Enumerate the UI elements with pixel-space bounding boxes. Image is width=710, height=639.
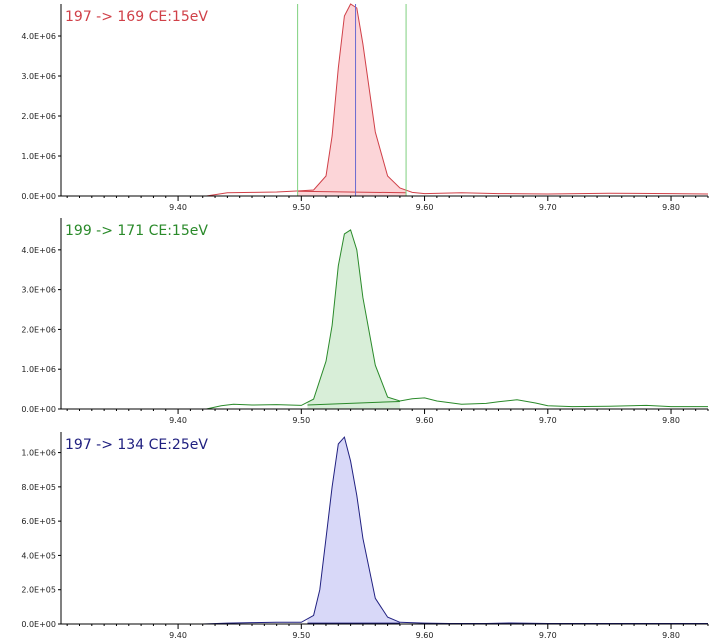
integration-baseline — [307, 400, 400, 406]
trace-line — [206, 229, 708, 410]
y-tick-label: 2.0E+05 — [21, 586, 56, 595]
x-tick-label: 9.40 — [169, 416, 187, 425]
y-tick-label: 1.0E+06 — [21, 449, 56, 458]
y-tick-label: 8.0E+05 — [21, 483, 56, 492]
chart-panel-1: 9.40 9.50 9.60 9.70 9.80 0.0E+00 1.0E+06 2.0E+0… — [21, 3, 709, 212]
y-tick-label: 3.0E+06 — [21, 286, 56, 295]
peak-area-fill — [307, 229, 400, 409]
x-tick-label: 9.60 — [416, 631, 434, 639]
integration-baseline — [297, 190, 407, 194]
chart-title: 197 -> 169 CE:15eV — [65, 9, 208, 25]
y-tick-label: 6.0E+05 — [21, 517, 56, 526]
x-tick-label: 9.40 — [169, 203, 187, 212]
x-tick-label: 9.70 — [539, 416, 557, 425]
x-tick-label: 9.80 — [662, 203, 680, 212]
chart-panel-3: 9.40 9.50 9.60 9.70 9.80 0.0E+00 2.0E+05 4.0E+0… — [21, 432, 709, 639]
x-tick-label: 9.50 — [292, 631, 310, 639]
y-tick-label: 4.0E+05 — [21, 551, 56, 560]
y-tick-label: 0.0E+00 — [21, 620, 56, 629]
x-tick-label: 9.60 — [416, 416, 434, 425]
trace-line — [206, 3, 709, 197]
y-tick-label: 2.0E+06 — [21, 325, 56, 334]
peak-area-fill — [297, 4, 407, 196]
y-tick-label: 4.0E+06 — [21, 246, 56, 255]
chart-panel-2: 9.40 9.50 9.60 9.70 9.80 0.0E+00 1.0E+06 2.0E+0… — [21, 218, 709, 425]
x-tick-label: 9.80 — [662, 416, 680, 425]
x-tick-label: 9.80 — [662, 631, 680, 639]
y-tick-label: 0.0E+00 — [21, 405, 56, 414]
x-tick-label: 9.50 — [292, 203, 310, 212]
trace-line — [202, 436, 708, 625]
y-tick-label: 4.0E+06 — [21, 32, 56, 41]
x-tick-label: 9.60 — [416, 203, 434, 212]
x-tick-label: 9.70 — [539, 203, 557, 212]
y-tick-label: 0.0E+00 — [21, 192, 56, 201]
x-tick-label: 9.50 — [292, 416, 310, 425]
peak-area-fill — [307, 437, 400, 624]
x-tick-label: 9.70 — [539, 631, 557, 639]
x-tick-label: 9.40 — [169, 631, 187, 639]
y-tick-label: 2.0E+06 — [21, 112, 56, 121]
y-tick-label: 1.0E+06 — [21, 152, 56, 161]
chart-title: 197 -> 134 CE:25eV — [65, 437, 208, 453]
y-tick-label: 3.0E+06 — [21, 72, 56, 81]
y-tick-label: 1.0E+06 — [21, 365, 56, 374]
chart-title: 199 -> 171 CE:15eV — [65, 223, 208, 239]
